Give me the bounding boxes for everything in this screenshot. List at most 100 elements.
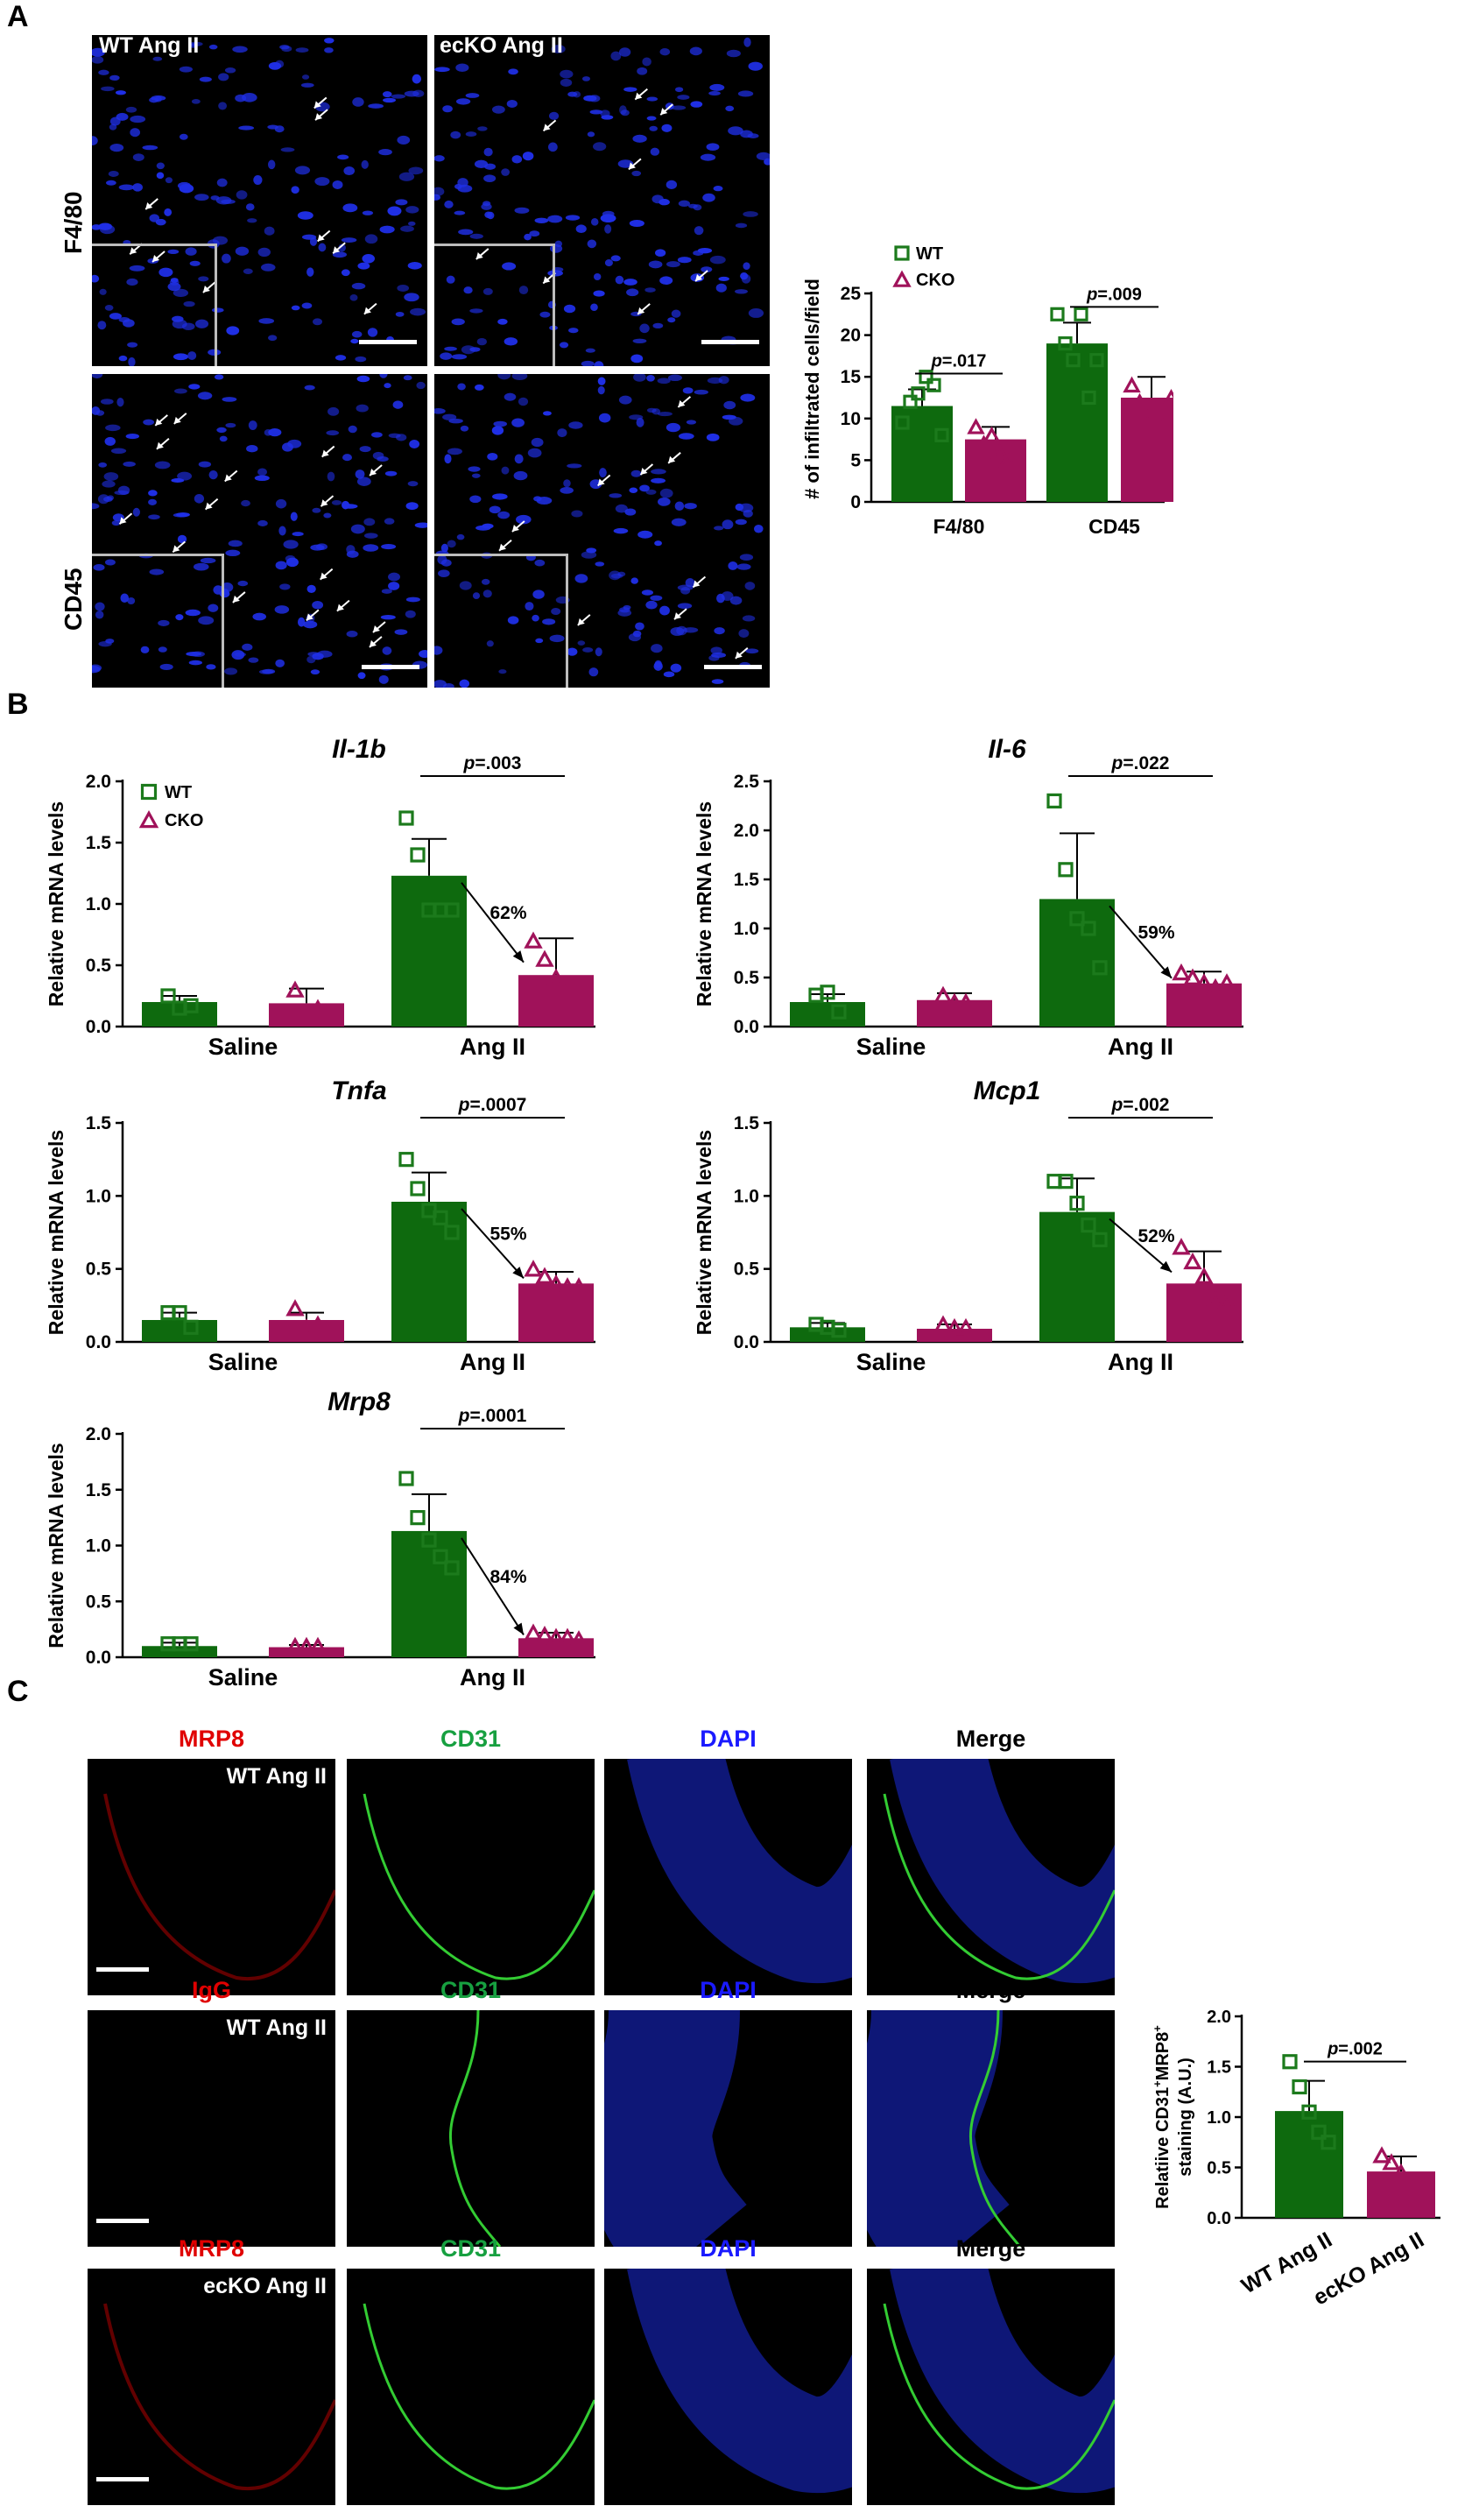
nucleus: [687, 203, 698, 208]
bar-cko: [1166, 1283, 1242, 1342]
arrow-icon: [306, 609, 320, 622]
nucleus: [400, 225, 414, 232]
nucleus: [663, 671, 675, 678]
y-tick-label: 1.0: [734, 919, 759, 939]
data-point-wt: [1058, 336, 1073, 351]
y-tick-label: 1.0: [86, 894, 111, 914]
nucleus: [257, 519, 268, 526]
row-label-cd45: CD45: [60, 568, 87, 631]
nucleus: [507, 616, 519, 625]
data-point-wt: [183, 1636, 199, 1652]
nucleus: [633, 374, 646, 382]
y-tick-label: 0.5: [86, 1260, 112, 1280]
nucleus: [743, 262, 750, 270]
nucleus: [208, 44, 218, 50]
nucleus: [609, 570, 621, 581]
nucleus: [531, 437, 544, 448]
nucleus: [92, 374, 103, 379]
nucleus: [534, 217, 549, 223]
nuclei-layer: [867, 2010, 1010, 2247]
nucleus: [455, 98, 471, 105]
data-point-cko: [524, 1623, 543, 1641]
y-tick-label: 1.5: [734, 1113, 760, 1133]
nucleus: [118, 355, 128, 362]
nucleus: [471, 473, 481, 478]
nucleus: [214, 374, 224, 380]
nucleus: [129, 265, 145, 272]
nucleus: [258, 318, 275, 324]
data-point-wt: [410, 847, 426, 863]
nucleus: [632, 630, 642, 638]
nucleus: [387, 206, 402, 216]
nucleus: [208, 470, 218, 480]
nucleus: [294, 166, 311, 175]
nuclei-field: [434, 37, 770, 366]
nucleus: [438, 569, 450, 578]
nucleus: [378, 149, 392, 156]
nucleus: [593, 272, 602, 281]
nucleus: [212, 236, 229, 245]
nucleus: [557, 428, 567, 438]
y-tick-label: 1.0: [1207, 2108, 1231, 2128]
data-point-cko: [535, 949, 554, 967]
inset-frame: [434, 244, 555, 366]
percent-reduction-label: 59%: [1137, 923, 1174, 943]
nucleus: [253, 175, 263, 185]
nucleus: [97, 321, 107, 330]
nucleus: [590, 218, 599, 226]
arrow-icon: [317, 229, 331, 243]
nuclei-field: [434, 374, 764, 688]
reduction-arrow: [461, 1208, 525, 1280]
nucleus: [287, 439, 302, 448]
nucleus: [652, 322, 664, 329]
nucleus: [101, 86, 115, 92]
nucleus: [623, 279, 637, 286]
nucleus: [626, 288, 639, 297]
nucleus: [281, 46, 292, 53]
y-axis-label-line2: staining (A.U.): [1176, 2058, 1195, 2177]
y-axis-label-line1: Relatiive CD31+MRP8+: [1151, 2025, 1173, 2209]
endothelium-line: [969, 2010, 1022, 2247]
nucleus: [283, 540, 299, 549]
nucleus: [301, 74, 310, 80]
nucleus: [414, 522, 427, 528]
arrow-icon: [634, 88, 648, 101]
arrow-icon: [224, 469, 238, 483]
nucleus: [644, 287, 656, 293]
nucleus: [651, 477, 666, 484]
nucleus: [525, 602, 534, 611]
nucleus: [636, 417, 644, 427]
nucleus: [440, 352, 453, 360]
nucleus: [743, 37, 751, 47]
nucleus: [128, 356, 136, 366]
nucleus: [275, 561, 287, 570]
nucleus: [565, 215, 581, 221]
nucleus: [362, 253, 376, 264]
y-tick-label: 0.0: [1207, 2209, 1231, 2228]
nucleus: [642, 57, 651, 67]
nucleus: [745, 648, 759, 654]
nucleus: [568, 328, 579, 334]
nucleus: [630, 577, 638, 584]
nucleus: [116, 398, 124, 407]
nucleus: [341, 269, 350, 277]
nucleus: [689, 46, 702, 56]
nucleus: [363, 544, 379, 552]
data-point-cko: [558, 1277, 577, 1295]
nucleus: [690, 101, 703, 108]
y-tick-label: 2.0: [1207, 2008, 1231, 2027]
nucleus: [104, 559, 116, 566]
scale-bar: [362, 665, 419, 669]
nucleus: [706, 143, 720, 152]
nucleus: [532, 589, 545, 599]
micrograph-wt-f480: WT Ang II: [92, 35, 427, 366]
x-category-label: F4/80: [933, 515, 985, 538]
nucleus: [218, 73, 229, 81]
nucleus: [198, 616, 215, 625]
data-point-wt: [1081, 1218, 1096, 1233]
arrow-icon: [320, 495, 335, 507]
nucleus: [222, 253, 231, 264]
nucleus: [130, 115, 146, 124]
nucleus: [624, 508, 637, 516]
nucleus: [657, 497, 671, 506]
